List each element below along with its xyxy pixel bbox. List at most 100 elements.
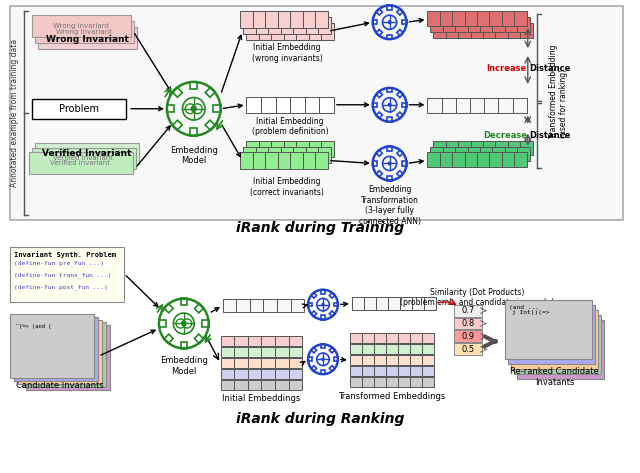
- Text: 0.7: 0.7: [461, 306, 475, 315]
- FancyBboxPatch shape: [386, 333, 398, 343]
- Text: Embedding
Model: Embedding Model: [170, 146, 218, 165]
- FancyBboxPatch shape: [10, 314, 94, 378]
- Text: Initial Embedding
(correct invariants): Initial Embedding (correct invariants): [250, 177, 324, 197]
- FancyBboxPatch shape: [398, 333, 410, 343]
- FancyBboxPatch shape: [398, 377, 410, 387]
- FancyBboxPatch shape: [410, 344, 422, 354]
- FancyBboxPatch shape: [505, 18, 517, 32]
- FancyBboxPatch shape: [284, 23, 296, 40]
- FancyBboxPatch shape: [289, 336, 302, 346]
- Text: (define-fun pre_fun ...): (define-fun pre_fun ...): [14, 261, 104, 266]
- FancyBboxPatch shape: [470, 98, 484, 113]
- FancyBboxPatch shape: [309, 23, 321, 40]
- FancyBboxPatch shape: [468, 147, 480, 161]
- FancyBboxPatch shape: [38, 27, 137, 49]
- Text: Wrong Invariant: Wrong Invariant: [46, 35, 129, 44]
- Text: Initial Embedding
(problem definition): Initial Embedding (problem definition): [252, 117, 328, 136]
- Text: ...: ...: [15, 322, 24, 326]
- FancyBboxPatch shape: [246, 97, 261, 113]
- FancyBboxPatch shape: [303, 11, 316, 28]
- Text: Transformed Embedding
(used for ranking): Transformed Embedding (used for ranking): [548, 44, 568, 138]
- Text: Verified Invariant: Verified Invariant: [42, 149, 131, 158]
- FancyBboxPatch shape: [234, 336, 248, 346]
- FancyBboxPatch shape: [499, 98, 513, 113]
- FancyBboxPatch shape: [428, 98, 442, 113]
- FancyBboxPatch shape: [374, 333, 386, 343]
- FancyBboxPatch shape: [508, 305, 595, 364]
- FancyBboxPatch shape: [422, 377, 435, 387]
- Text: 0.5: 0.5: [461, 345, 475, 354]
- FancyBboxPatch shape: [250, 298, 263, 312]
- FancyBboxPatch shape: [35, 21, 134, 43]
- FancyBboxPatch shape: [443, 147, 455, 161]
- FancyBboxPatch shape: [480, 18, 493, 32]
- FancyBboxPatch shape: [261, 97, 276, 113]
- FancyBboxPatch shape: [362, 377, 374, 387]
- FancyBboxPatch shape: [289, 347, 302, 357]
- FancyBboxPatch shape: [10, 247, 124, 302]
- FancyBboxPatch shape: [362, 366, 374, 376]
- Text: Invariant Synth. Problem: Invariant Synth. Problem: [14, 251, 116, 258]
- FancyBboxPatch shape: [263, 298, 277, 312]
- FancyBboxPatch shape: [430, 18, 443, 32]
- FancyBboxPatch shape: [400, 297, 412, 309]
- Text: Problem: Problem: [59, 104, 99, 114]
- FancyBboxPatch shape: [364, 297, 376, 309]
- FancyBboxPatch shape: [256, 18, 268, 34]
- FancyBboxPatch shape: [223, 298, 236, 312]
- FancyBboxPatch shape: [289, 380, 302, 390]
- FancyBboxPatch shape: [458, 23, 470, 38]
- Text: 0.8: 0.8: [461, 319, 475, 328]
- FancyBboxPatch shape: [32, 15, 131, 37]
- FancyBboxPatch shape: [454, 317, 482, 330]
- FancyBboxPatch shape: [284, 140, 296, 158]
- FancyBboxPatch shape: [511, 309, 598, 369]
- FancyBboxPatch shape: [410, 366, 422, 376]
- FancyBboxPatch shape: [234, 380, 248, 390]
- FancyBboxPatch shape: [281, 18, 294, 34]
- FancyBboxPatch shape: [493, 18, 505, 32]
- FancyBboxPatch shape: [493, 147, 505, 161]
- FancyBboxPatch shape: [35, 142, 139, 165]
- FancyBboxPatch shape: [428, 11, 440, 26]
- FancyBboxPatch shape: [271, 140, 284, 158]
- FancyBboxPatch shape: [289, 358, 302, 368]
- FancyBboxPatch shape: [241, 152, 253, 169]
- FancyBboxPatch shape: [352, 297, 364, 309]
- FancyBboxPatch shape: [26, 325, 110, 390]
- FancyBboxPatch shape: [362, 344, 374, 354]
- FancyBboxPatch shape: [433, 140, 445, 156]
- FancyBboxPatch shape: [502, 152, 515, 167]
- FancyBboxPatch shape: [477, 11, 490, 26]
- FancyBboxPatch shape: [243, 18, 256, 34]
- Circle shape: [388, 161, 392, 166]
- FancyBboxPatch shape: [266, 11, 278, 28]
- FancyBboxPatch shape: [350, 333, 362, 343]
- Text: Transformed Embeddings: Transformed Embeddings: [338, 392, 445, 401]
- Text: Initial Embedding
(wrong invariants): Initial Embedding (wrong invariants): [252, 43, 323, 62]
- FancyBboxPatch shape: [14, 316, 99, 381]
- FancyBboxPatch shape: [454, 331, 482, 342]
- FancyBboxPatch shape: [266, 152, 278, 169]
- FancyBboxPatch shape: [289, 369, 302, 379]
- FancyBboxPatch shape: [246, 140, 259, 158]
- Text: or(<= i n): or(<= i n): [521, 324, 558, 330]
- FancyBboxPatch shape: [483, 23, 495, 38]
- FancyBboxPatch shape: [374, 366, 386, 376]
- FancyBboxPatch shape: [443, 18, 455, 32]
- FancyBboxPatch shape: [388, 297, 400, 309]
- FancyBboxPatch shape: [18, 319, 102, 384]
- Text: Initial Embeddings: Initial Embeddings: [222, 394, 300, 403]
- FancyBboxPatch shape: [243, 147, 256, 164]
- FancyBboxPatch shape: [513, 98, 527, 113]
- FancyBboxPatch shape: [275, 347, 289, 357]
- FancyBboxPatch shape: [514, 315, 602, 374]
- FancyBboxPatch shape: [515, 11, 527, 26]
- Text: ((j Int)): ((j Int)): [23, 327, 52, 333]
- Circle shape: [388, 103, 392, 107]
- FancyBboxPatch shape: [32, 99, 126, 119]
- FancyBboxPatch shape: [248, 358, 261, 368]
- FancyBboxPatch shape: [316, 11, 328, 28]
- FancyBboxPatch shape: [321, 140, 334, 158]
- FancyBboxPatch shape: [410, 333, 422, 343]
